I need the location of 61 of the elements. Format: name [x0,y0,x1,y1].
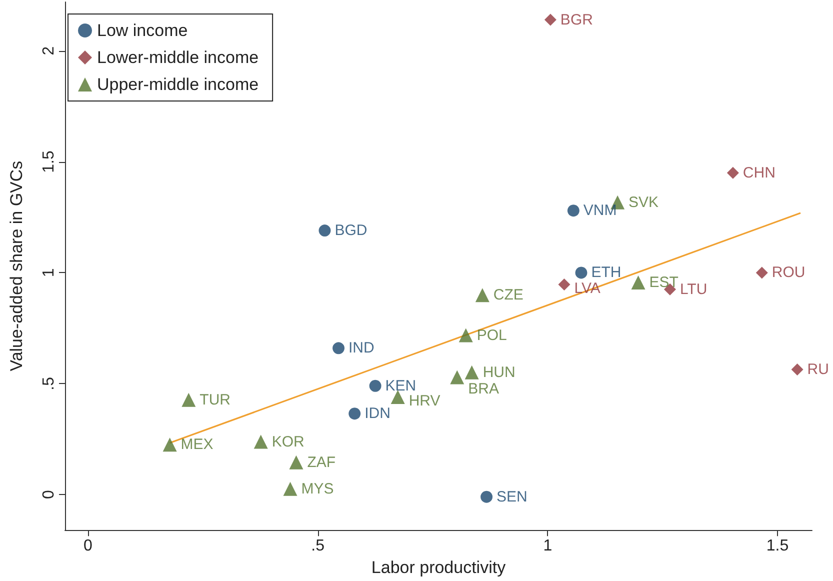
data-label: IDN [364,405,390,422]
data-label: MYS [301,480,334,498]
y-tick-label: 0 [40,490,58,500]
data-label: MEX [180,436,214,454]
point [254,434,268,449]
data-label: RU [807,360,829,378]
point [390,390,405,404]
data-label: KOR [272,433,304,450]
data-label: KEN [385,377,416,394]
point [631,275,646,290]
x-tick-label: 1 [543,538,552,555]
point [283,482,298,496]
point [450,370,464,384]
point [182,392,196,407]
data-label: SVK [628,194,659,211]
x-tick-label: 1.5 [766,538,789,555]
data-label: TUR [200,391,231,408]
legend-label: Low income [97,21,188,40]
point [318,224,331,237]
point [369,380,382,392]
point [567,204,580,217]
data-label: BGD [334,222,368,240]
point [480,490,493,503]
data-label: EST [649,274,678,291]
y-tick-label: .5 [40,376,58,390]
point [289,455,304,470]
data-label: BRA [468,380,499,398]
point [464,365,479,380]
point [458,328,473,342]
point [475,288,490,302]
point [332,342,345,354]
y-tick-label: 1 [40,268,58,278]
data-label: BGR [560,11,594,28]
data-label: HRV [408,392,440,410]
point [791,363,804,376]
data-label: IND [348,340,375,357]
data-label: ZAF [307,454,336,471]
point [544,14,556,26]
point [558,278,570,290]
data-label: LTU [680,280,708,298]
point [575,266,588,279]
data-label: CZE [493,286,524,304]
point [726,166,739,179]
legend-label: Lower-middle income [97,48,259,67]
x-axis-title: Labor productivity [371,558,506,577]
y-tick-label: 1.5 [40,150,58,173]
data-label: POL [476,326,507,344]
x-tick-label: 0 [84,538,93,555]
legend-label: Upper-middle income [97,75,259,94]
data-label: HUN [482,364,516,381]
point [162,438,177,452]
data-label: ROU [772,264,806,282]
x-tick-label: .5 [311,538,325,555]
y-tick-label: 2 [40,46,58,56]
data-label: CHN [742,164,776,182]
data-label: ETH [591,264,622,282]
data-label: SEN [496,488,528,506]
point [348,408,361,420]
point [756,266,768,279]
y-axis-title: Value-added share in GVCs [7,160,26,372]
data-label: VNM [583,202,617,220]
